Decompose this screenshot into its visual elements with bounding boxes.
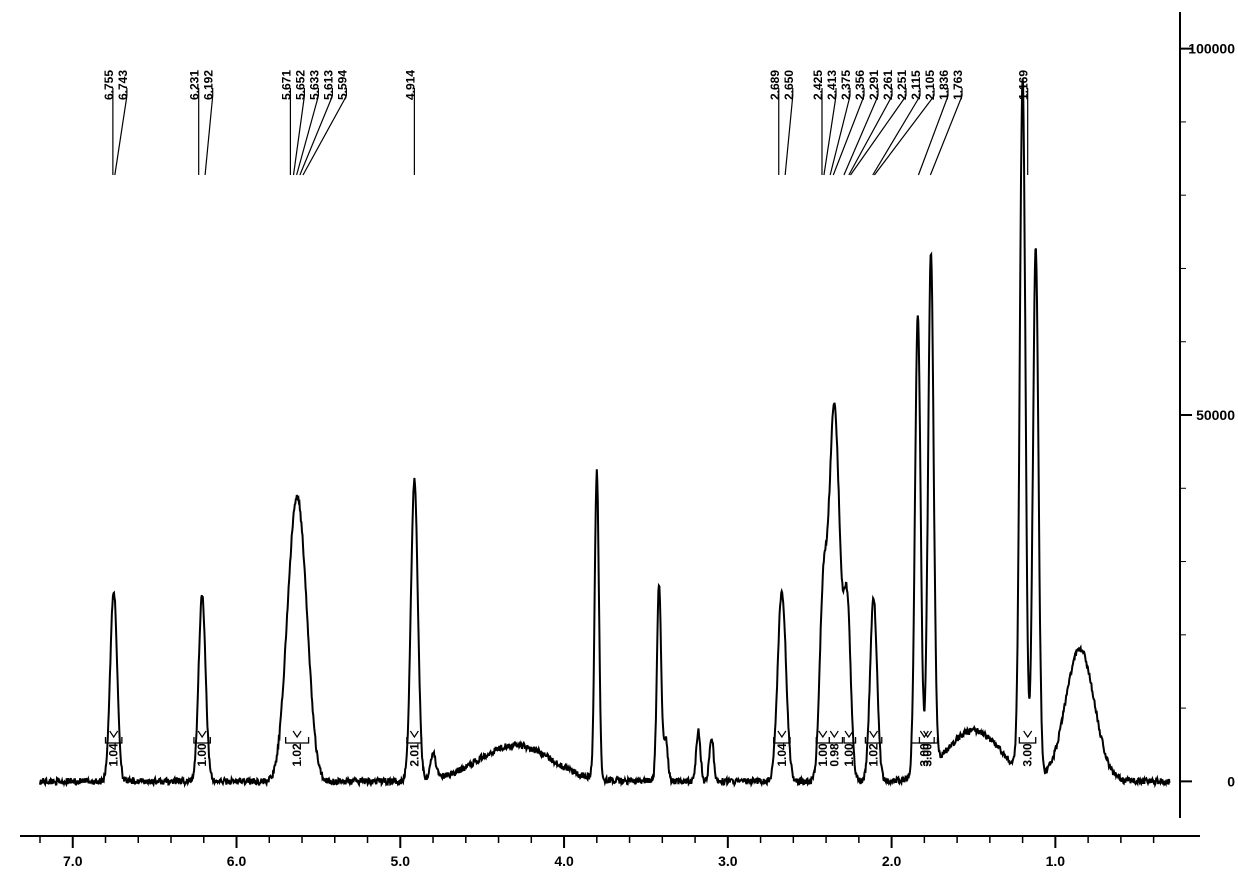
integration-value: 0.98 [827, 743, 841, 767]
x-tick-label: 2.0 [882, 853, 902, 869]
integration-bracket [407, 737, 422, 743]
integration-value: 1.00 [195, 743, 209, 767]
peak-label: 5.613 [321, 70, 335, 100]
integration-value: 1.00 [842, 743, 856, 767]
peak-label: 6.192 [202, 70, 216, 100]
peak-label: 1.836 [937, 70, 951, 100]
integration-value: 1.02 [290, 743, 304, 767]
peak-label: 5.671 [279, 70, 293, 100]
peak-label: 5.652 [293, 70, 307, 100]
peak-label: 4.914 [403, 70, 417, 100]
y-tick-label: 0 [1227, 773, 1235, 789]
integration-bracket [1019, 737, 1035, 743]
peak-label: 2.356 [853, 70, 867, 100]
integration-value: 2.01 [407, 743, 421, 767]
x-tick-label: 6.0 [227, 853, 247, 869]
y-tick-label: 50000 [1196, 407, 1235, 423]
peak-label: 6.743 [116, 70, 130, 100]
x-tick-label: 1.0 [1046, 853, 1066, 869]
peak-label: 1.763 [951, 70, 965, 100]
integration-value: 1.04 [775, 743, 789, 767]
peak-label: 2.425 [811, 70, 825, 100]
peak-label: 2.251 [895, 70, 909, 100]
peak-label: 2.291 [867, 70, 881, 100]
peak-label: 2.650 [782, 70, 796, 100]
peak-label: 5.594 [335, 70, 349, 100]
peak-label: 2.115 [909, 70, 923, 100]
x-tick-label: 4.0 [554, 853, 574, 869]
integration-bracket [911, 737, 934, 743]
integration-bracket [829, 737, 842, 743]
integration-value: 3.00 [1021, 743, 1035, 767]
nmr-spectrum: 7.06.05.04.03.02.01.00500001000006.7556.… [0, 0, 1238, 876]
peak-label: 2.413 [825, 70, 839, 100]
peak-label: 6.231 [188, 70, 202, 100]
x-tick-label: 5.0 [391, 853, 411, 869]
peak-label: 2.261 [881, 70, 895, 100]
peak-label: 6.755 [102, 70, 116, 100]
spectrum-trace [40, 79, 1170, 785]
x-tick-label: 3.0 [718, 853, 738, 869]
y-tick-label: 100000 [1188, 41, 1235, 57]
integration-value: 1.04 [107, 743, 121, 767]
peak-label: 2.375 [839, 70, 853, 100]
peak-label: 2.689 [768, 70, 782, 100]
x-tick-label: 7.0 [63, 853, 83, 869]
peak-label: 1.169 [1017, 70, 1031, 100]
integration-value: 3.00 [921, 743, 935, 767]
peak-label: 5.633 [307, 70, 321, 100]
peak-label: 2.105 [923, 70, 937, 100]
integration-value: 1.02 [867, 743, 881, 767]
